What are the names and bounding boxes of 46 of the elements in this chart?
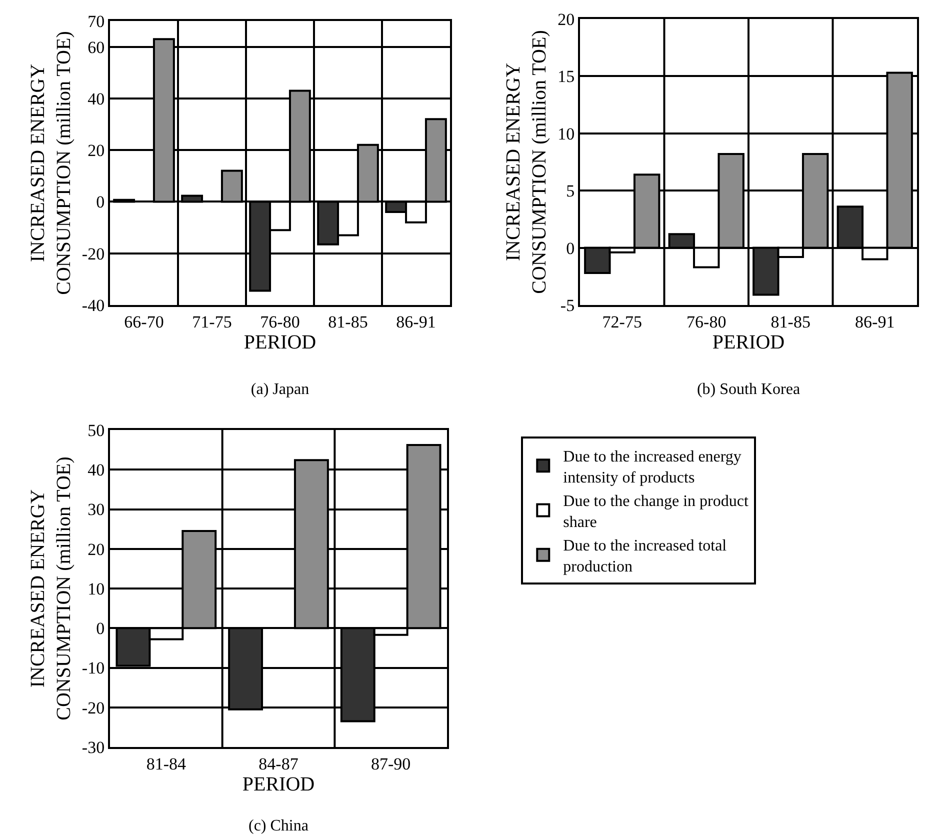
x-axis-title: PERIOD (242, 773, 315, 796)
x-axis-title: PERIOD (712, 331, 785, 354)
y-tick-label: 15 (558, 67, 575, 86)
y-tick-label: 40 (88, 460, 105, 480)
y-tick-label: 0 (566, 238, 575, 258)
text: (c) China (248, 817, 308, 834)
legend-label: Due to the increased energy intensity of products (563, 448, 742, 486)
x-tick-label: 76-80 (260, 312, 300, 332)
y-tick-label: 10 (88, 579, 105, 598)
x-tick-label: 86-91 (855, 312, 895, 332)
y-tick-label: 20 (558, 10, 575, 29)
x-tick-label: 72-75 (602, 312, 642, 332)
x-axis-title: PERIOD (244, 331, 316, 354)
x-tick-label: 71-75 (192, 312, 232, 332)
y-axis-title: INCREASED ENERGY CONSUMPTION (million TOE) (26, 456, 75, 720)
y-tick-label: 60 (88, 38, 105, 57)
y-tick-label: 10 (558, 124, 575, 144)
y-tick-label: 50 (88, 420, 105, 440)
y-tick-label: 40 (88, 89, 105, 108)
y-tick-label: -20 (82, 244, 105, 264)
y-tick-label: 0 (96, 619, 105, 638)
x-tick-label: 84-87 (258, 754, 299, 774)
x-tick-label: 76-80 (686, 312, 726, 332)
y-tick-label: 0 (96, 192, 105, 212)
legend-label: Due to the change in product share (563, 493, 749, 531)
y-tick-label: 20 (88, 540, 105, 559)
y-tick-label: 70 (88, 12, 105, 31)
y-axis-title: INCREASED ENERGY CONSUMPTION (million TOE) (502, 30, 551, 294)
y-tick-label: 30 (88, 500, 105, 520)
legend-label: Due to the increased total production (563, 538, 728, 576)
y-axis-title: INCREASED ENERGY CONSUMPTION (million TOE) (26, 31, 75, 295)
x-tick-label: 86-91 (396, 312, 436, 332)
text: (b) South Korea (696, 381, 800, 398)
x-tick-label: 66-70 (124, 312, 164, 332)
y-tick-label: -20 (82, 698, 105, 718)
x-tick-label: 87-90 (370, 754, 411, 774)
x-tick-label: 81-85 (770, 312, 810, 332)
text: (a) Japan (250, 381, 310, 398)
y-tick-label: -10 (82, 658, 105, 678)
x-tick-label: 81-84 (146, 754, 186, 774)
y-tick-label: -30 (82, 738, 105, 757)
y-tick-label: 20 (88, 141, 105, 160)
x-tick-label: 81-85 (328, 312, 368, 332)
y-tick-label: -40 (82, 296, 105, 315)
y-tick-label: -5 (560, 296, 575, 315)
y-tick-label: 5 (566, 182, 575, 201)
